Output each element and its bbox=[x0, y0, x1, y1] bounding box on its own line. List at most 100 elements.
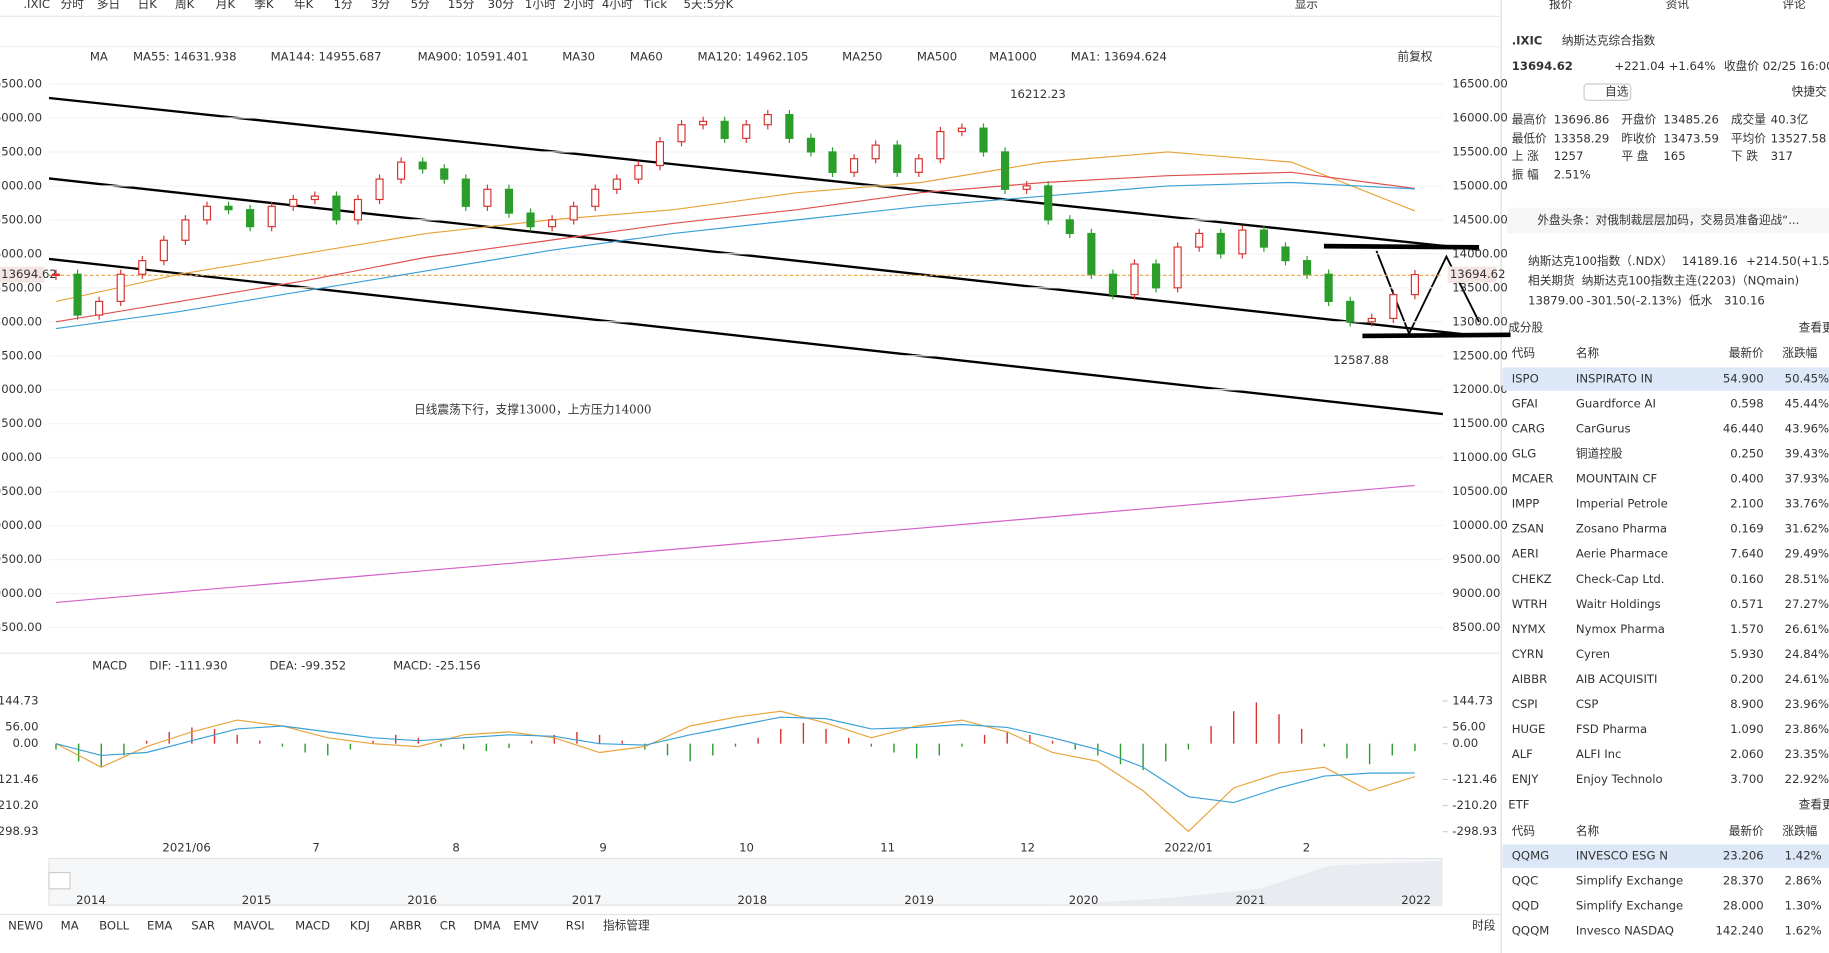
candle-body bbox=[51, 273, 61, 276]
table-cell[interactable]: GFAI bbox=[1512, 397, 1538, 411]
indicator-tab[interactable]: NEW0 bbox=[8, 919, 43, 933]
indicator-tab[interactable]: MA bbox=[61, 919, 79, 933]
stat-label: 上 涨 bbox=[1512, 149, 1539, 163]
candle-body bbox=[483, 188, 492, 207]
y-tick-label: 10000.00 bbox=[0, 518, 42, 532]
table-cell[interactable]: AERI bbox=[1512, 547, 1539, 561]
watch-button[interactable] bbox=[1583, 83, 1632, 101]
table-cell: Invesco NASDAQ bbox=[1576, 924, 1674, 938]
period-tab[interactable]: 1分 bbox=[334, 0, 353, 11]
more-link[interactable]: 查看更 bbox=[1799, 320, 1829, 334]
indicator-tab[interactable]: EMV bbox=[513, 919, 538, 933]
indicator-tab[interactable]: RSI bbox=[566, 919, 585, 933]
path-arrow bbox=[1375, 250, 1480, 336]
period-tab[interactable]: 4小时 bbox=[602, 0, 633, 11]
display-button[interactable]: 显示 bbox=[1295, 0, 1318, 11]
more-link[interactable]: 查看更 bbox=[1799, 797, 1829, 811]
news-headline[interactable]: 外盘头条：对俄制裁层层加码，交易员准备迎战“... bbox=[1537, 213, 1799, 227]
table-header: 涨跌幅 bbox=[1782, 346, 1817, 360]
period-tab[interactable]: 5天:5分K bbox=[684, 0, 734, 11]
table-cell[interactable]: QQD bbox=[1512, 899, 1539, 913]
table-cell[interactable]: CARG bbox=[1512, 422, 1545, 436]
indicator-tab[interactable]: DMA bbox=[474, 919, 501, 933]
session-button[interactable]: 时段 bbox=[1472, 919, 1496, 933]
ma-legend-item: MA120: 14962.105 bbox=[698, 50, 809, 64]
period-tab[interactable]: 5分 bbox=[411, 0, 430, 11]
indicator-tab[interactable]: EMA bbox=[147, 919, 172, 933]
side-tab[interactable]: 资讯 bbox=[1666, 0, 1690, 11]
related-name: 纳斯达克100指数（.NDX） bbox=[1528, 254, 1673, 268]
period-tab[interactable]: 月K bbox=[216, 0, 236, 11]
table-cell[interactable]: GLG bbox=[1512, 447, 1537, 461]
period-tab[interactable]: 30分 bbox=[488, 0, 515, 11]
y-tick-label: 11500.00 bbox=[0, 416, 42, 430]
table-cell: Simplify Exchange bbox=[1576, 899, 1683, 913]
table-cell[interactable]: WTRH bbox=[1512, 597, 1548, 611]
table-cell: 24.61% bbox=[1785, 672, 1829, 686]
table-cell: 37.93% bbox=[1785, 472, 1829, 486]
period-tab[interactable]: 年K bbox=[294, 0, 314, 11]
period-tab[interactable]: 多日 bbox=[97, 0, 120, 11]
side-tab[interactable]: 报价 bbox=[1549, 0, 1573, 11]
table-cell: 23.35% bbox=[1785, 747, 1829, 761]
candle-body bbox=[699, 120, 708, 126]
table-cell[interactable]: QQMG bbox=[1512, 849, 1549, 863]
table-cell: 1.62% bbox=[1785, 924, 1822, 938]
table-cell[interactable]: HUGE bbox=[1512, 722, 1546, 736]
indicator-tab[interactable]: KDJ bbox=[350, 919, 370, 933]
indicator-tab[interactable]: CR bbox=[440, 919, 456, 933]
table-cell[interactable]: CHEKZ bbox=[1512, 572, 1552, 586]
table-cell: 0.169 bbox=[1730, 522, 1763, 536]
table-cell[interactable]: MCAER bbox=[1512, 472, 1554, 486]
table-cell[interactable]: QQC bbox=[1512, 874, 1539, 888]
period-tab[interactable]: 1小时 bbox=[525, 0, 556, 11]
table-cell[interactable]: CYRN bbox=[1512, 647, 1544, 661]
table-cell: 铜道控股 bbox=[1576, 447, 1623, 461]
indicator-tab[interactable]: SAR bbox=[191, 919, 215, 933]
section-title: ETF bbox=[1508, 797, 1529, 811]
stat-label: 昨收价 bbox=[1621, 131, 1656, 145]
table-cell: 23.96% bbox=[1785, 697, 1829, 711]
navigator-handle[interactable] bbox=[48, 871, 71, 890]
period-tab[interactable]: 分时 bbox=[61, 0, 85, 11]
table-cell[interactable]: IMPP bbox=[1512, 497, 1540, 511]
candle-body bbox=[310, 195, 319, 201]
table-cell[interactable]: AIBBR bbox=[1512, 672, 1548, 686]
indicator-tab[interactable]: MAVOL bbox=[233, 919, 274, 933]
candle-body bbox=[202, 205, 212, 221]
table-cell[interactable]: ISPO bbox=[1512, 372, 1539, 386]
candle-body bbox=[1151, 263, 1161, 289]
table-cell[interactable]: ZSAN bbox=[1512, 522, 1544, 536]
indicator-tab[interactable]: MACD bbox=[295, 919, 330, 933]
period-tab[interactable]: 日K bbox=[138, 0, 158, 11]
period-tab[interactable]: Tick bbox=[643, 0, 667, 11]
indicator-tab[interactable]: ARBR bbox=[390, 919, 422, 933]
period-tab[interactable]: 季K bbox=[254, 0, 274, 11]
table-cell[interactable]: QQQM bbox=[1512, 924, 1550, 938]
futures-change: -301.50(-2.13%) bbox=[1586, 293, 1681, 307]
year-label: 2016 bbox=[407, 893, 437, 907]
year-label: 2015 bbox=[242, 893, 272, 907]
table-cell: 1.570 bbox=[1730, 622, 1763, 636]
y-tick-label: 14000.00 bbox=[1452, 246, 1508, 260]
period-tab[interactable]: 3分 bbox=[371, 0, 390, 11]
side-change: +221.04 +1.64% bbox=[1614, 59, 1715, 73]
stat-value: 317 bbox=[1771, 149, 1793, 163]
table-cell: MOUNTAIN CF bbox=[1576, 472, 1658, 486]
y-tick-label: 9000.00 bbox=[0, 586, 42, 600]
table-cell[interactable]: ENJY bbox=[1512, 772, 1540, 786]
quick-trade[interactable]: 快捷交 bbox=[1792, 85, 1827, 99]
table-cell[interactable]: CSPI bbox=[1512, 697, 1538, 711]
period-tab[interactable]: 15分 bbox=[448, 0, 475, 11]
period-tab[interactable]: 周K bbox=[175, 0, 195, 11]
table-cell[interactable]: ALF bbox=[1512, 747, 1533, 761]
symbol: .IXIC bbox=[23, 0, 50, 11]
candle-body bbox=[828, 151, 837, 173]
adjust-button[interactable]: 前复权 bbox=[1397, 50, 1432, 64]
indicator-tab[interactable]: 指标管理 bbox=[603, 919, 650, 933]
table-cell[interactable]: NYMX bbox=[1512, 622, 1546, 636]
side-tab[interactable]: 评论 bbox=[1782, 0, 1806, 11]
period-tab[interactable]: 2小时 bbox=[563, 0, 594, 11]
indicator-tab[interactable]: BOLL bbox=[99, 919, 129, 933]
table-cell: Cyren bbox=[1576, 647, 1610, 661]
